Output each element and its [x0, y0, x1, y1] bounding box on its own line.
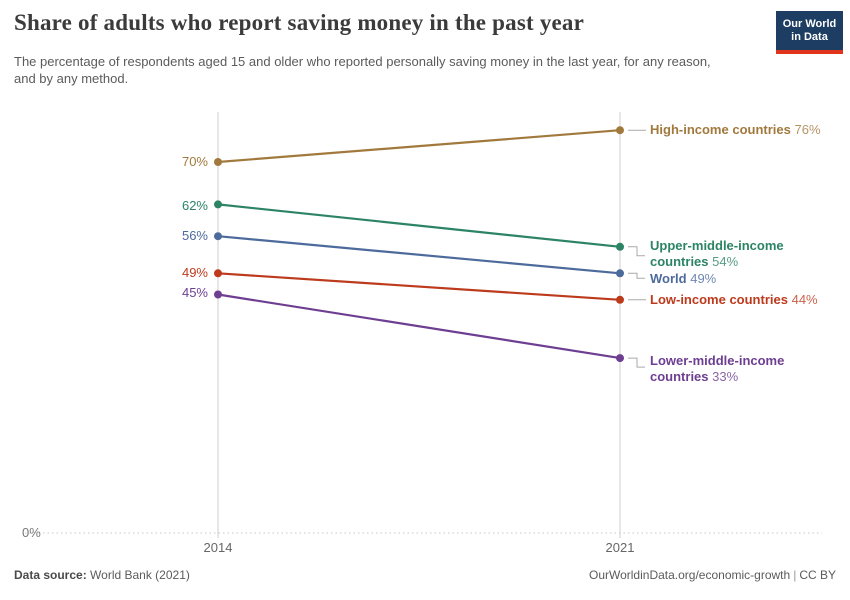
series-dot-start: [214, 290, 222, 299]
series-line: [217, 272, 621, 301]
series-dot-end: [616, 242, 624, 251]
license-label: CC BY: [799, 568, 836, 582]
credit-line: OurWorldinData.org/economic-growth | CC BY: [589, 568, 836, 582]
series-dot-start: [214, 158, 222, 166]
data-source-label: Data source:: [14, 568, 87, 582]
series-dot-start: [214, 269, 222, 278]
series-dot-start: [214, 232, 222, 241]
series-line: [217, 293, 621, 360]
start-value-lower-middle-income: 45%: [181, 285, 208, 300]
page-title: Share of adults who report saving money …: [14, 10, 585, 35]
data-source: Data source: World Bank (2021): [14, 568, 190, 582]
y-axis-zero-label: 0%: [22, 525, 41, 540]
series-label-high-income[interactable]: High-income countries 76%: [650, 122, 850, 138]
series-label-world[interactable]: World 49%: [650, 271, 850, 287]
series-end-value: 33%: [712, 369, 739, 384]
series-label-low-income[interactable]: Low-income countries 44%: [650, 292, 850, 308]
owid-logo: Our World in Data: [776, 11, 843, 54]
data-source-value: World Bank (2021): [90, 568, 190, 582]
label-connector: [628, 246, 645, 257]
series-name: Low-income countries: [650, 292, 788, 307]
series-end-value: 49%: [690, 271, 717, 286]
x-tick-2021: 2021: [605, 540, 635, 555]
chart-subtitle: The percentage of respondents aged 15 an…: [14, 54, 711, 86]
series-name: Lower-middle-income countries: [650, 353, 785, 384]
series-name: High-income countries: [650, 122, 791, 137]
series-name: World: [650, 271, 687, 286]
series-label-upper-middle-income[interactable]: Upper-middle-income countries 54%: [650, 238, 816, 270]
series-end-value: 54%: [712, 254, 739, 269]
series-label-lower-middle-income[interactable]: Lower-middle-income countries 33%: [650, 353, 816, 385]
label-connector: [628, 272, 645, 279]
series-dot-end: [616, 126, 624, 135]
start-value-upper-middle-income: 62%: [181, 198, 208, 213]
label-connector: [628, 357, 645, 368]
owid-logo-line2: in Data: [791, 30, 828, 43]
series-dot-end: [616, 269, 624, 278]
series-line: [217, 235, 621, 275]
series-dot-end: [616, 295, 624, 304]
series-end-value: 44%: [791, 292, 818, 307]
series-name: Upper-middle-income countries: [650, 238, 784, 269]
x-tick-2014: 2014: [203, 540, 233, 555]
series-line: [217, 129, 621, 164]
credit-separator: |: [793, 568, 797, 582]
start-value-high-income: 70%: [181, 154, 208, 169]
start-value-world: 56%: [181, 228, 208, 243]
series-dot-start: [214, 200, 222, 209]
series-line: [217, 203, 621, 248]
start-value-low-income: 49%: [181, 265, 208, 280]
series-end-value: 76%: [794, 122, 821, 137]
owid-credit-link[interactable]: OurWorldinData.org/economic-growth: [588, 568, 791, 582]
series-dot-end: [616, 354, 624, 363]
owid-logo-line1: Our World: [782, 17, 837, 30]
chart-footer: Data source: World Bank (2021) OurWorldi…: [14, 568, 836, 582]
